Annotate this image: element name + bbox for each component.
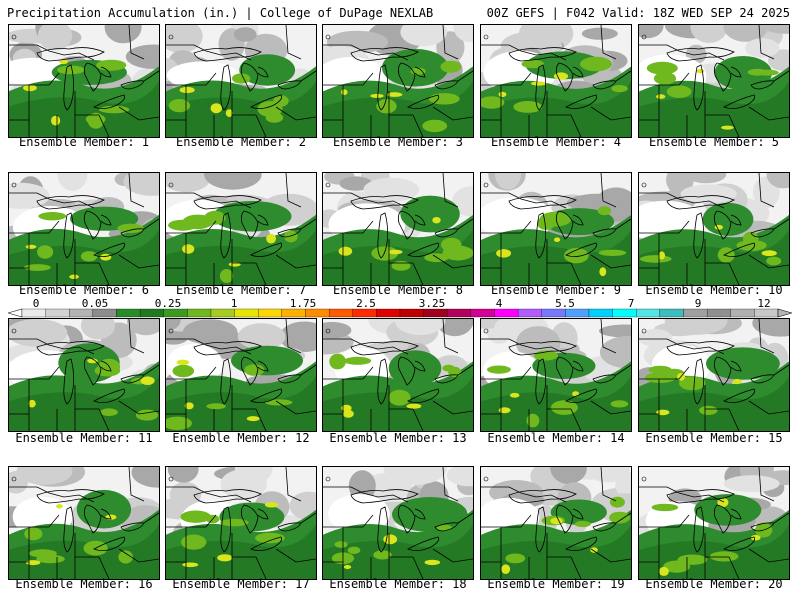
ensemble-member-map: [480, 466, 632, 580]
ensemble-member-map: [8, 466, 160, 580]
ensemble-member-caption: Ensemble Member: 5: [648, 135, 780, 149]
ensemble-member-map: [322, 172, 474, 286]
ensemble-member-caption: Ensemble Member: 7: [175, 283, 307, 297]
ensemble-member-caption: Ensemble Member: 14: [487, 431, 625, 445]
colorbar-tick-label: 1.75: [289, 297, 317, 310]
ensemble-member-caption: Ensemble Member: 9: [490, 283, 622, 297]
ensemble-member-caption: Ensemble Member: 10: [645, 283, 783, 297]
ensemble-member-caption: Ensemble Member: 11: [15, 431, 153, 445]
ensemble-member-caption: Ensemble Member: 16: [15, 577, 153, 591]
colorbar-tick-label: 3.25: [418, 297, 446, 310]
ensemble-member-map: [165, 318, 317, 432]
colorbar-tick-label: 0: [32, 297, 40, 310]
colorbar-tick-label: 1: [230, 297, 238, 310]
ensemble-member-map: [322, 318, 474, 432]
ensemble-member-map: [322, 24, 474, 138]
colorbar-tick-label: 4: [495, 297, 503, 310]
ensemble-member-map: [165, 24, 317, 138]
precipitation-colorbar: [8, 308, 792, 318]
ensemble-member-caption: Ensemble Member: 4: [490, 135, 622, 149]
ensemble-member-map: [8, 172, 160, 286]
ensemble-member-map: [638, 24, 790, 138]
ensemble-member-map: [480, 318, 632, 432]
ensemble-member-caption: Ensemble Member: 15: [645, 431, 783, 445]
colorbar-tick-label: 9: [694, 297, 702, 310]
ensemble-member-map: [638, 172, 790, 286]
ensemble-member-map: [480, 172, 632, 286]
run-valid-time: 00Z GEFS | F042 Valid: 18Z WED SEP 24 20…: [486, 6, 790, 20]
ensemble-member-caption: Ensemble Member: 20: [645, 577, 783, 591]
ensemble-member-caption: Ensemble Member: 8: [332, 283, 464, 297]
ensemble-member-map: [638, 466, 790, 580]
ensemble-member-map: [165, 172, 317, 286]
ensemble-member-caption: Ensemble Member: 1: [18, 135, 150, 149]
map-title: Precipitation Accumulation (in.) | Colle…: [7, 6, 434, 20]
ensemble-member-caption: Ensemble Member: 12: [172, 431, 310, 445]
ensemble-member-caption: Ensemble Member: 3: [332, 135, 464, 149]
ensemble-member-caption: Ensemble Member: 6: [18, 283, 150, 297]
ensemble-member-caption: Ensemble Member: 17: [172, 577, 310, 591]
ensemble-member-map: [322, 466, 474, 580]
ensemble-member-caption: Ensemble Member: 2: [175, 135, 307, 149]
ensemble-member-map: [638, 318, 790, 432]
ensemble-member-caption: Ensemble Member: 13: [329, 431, 467, 445]
colorbar-tick-label: 2.5: [356, 297, 376, 310]
colorbar-tick-label: 0.05: [81, 297, 109, 310]
ensemble-member-map: [8, 24, 160, 138]
colorbar-tick-label: 5.5: [555, 297, 575, 310]
ensemble-member-map: [165, 466, 317, 580]
ensemble-member-caption: Ensemble Member: 19: [487, 577, 625, 591]
colorbar-tick-label: 7: [627, 297, 635, 310]
ensemble-member-caption: Ensemble Member: 18: [329, 577, 467, 591]
ensemble-member-map: [8, 318, 160, 432]
ensemble-member-map: [480, 24, 632, 138]
colorbar-tick-label: 0.25: [154, 297, 182, 310]
colorbar-tick-label: 12: [757, 297, 771, 310]
